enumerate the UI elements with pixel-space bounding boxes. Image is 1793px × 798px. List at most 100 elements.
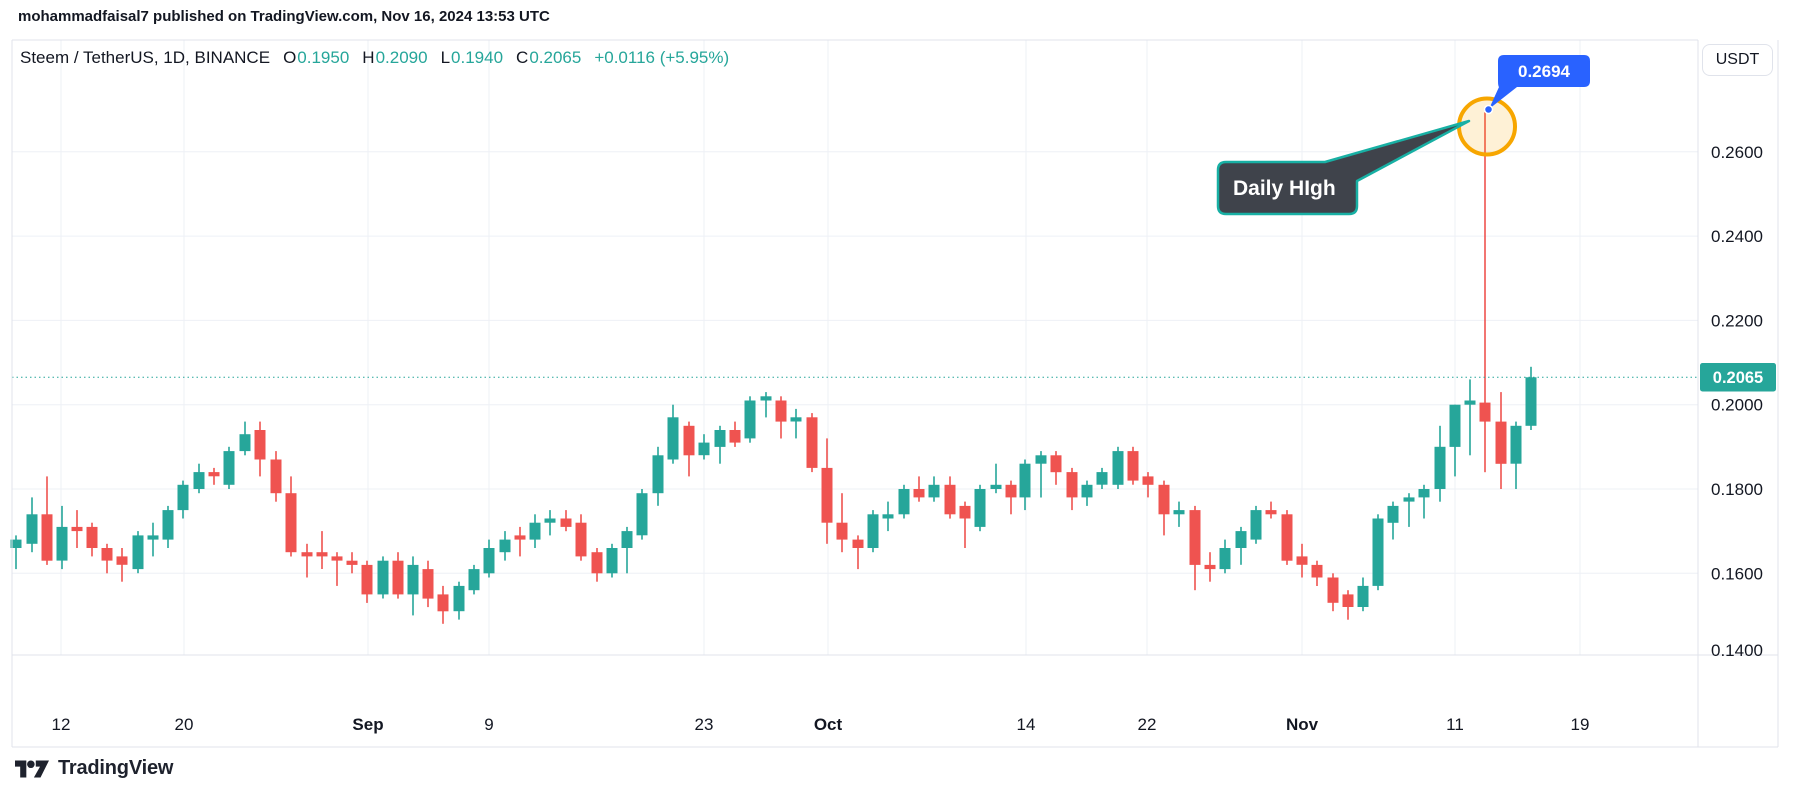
candle-body <box>499 539 511 553</box>
candle-wick <box>795 408 797 439</box>
price-tick-label: 0.2400 <box>1711 227 1763 246</box>
candle-body <box>101 548 113 561</box>
candle <box>162 505 174 548</box>
candle-wick <box>1010 480 1012 515</box>
candle-body <box>806 417 818 468</box>
candle-body <box>285 493 297 553</box>
candle-body <box>821 467 833 523</box>
candle-body <box>636 493 648 536</box>
candle <box>790 408 802 439</box>
time-axis[interactable]: 12 20 Sep 9 23 Oct 14 22 Nov 11 19 <box>52 715 1590 734</box>
candle <box>1357 577 1369 612</box>
candle-body <box>208 472 220 477</box>
candle-body <box>71 526 83 532</box>
candle <box>10 535 22 570</box>
candle-body <box>1127 451 1139 481</box>
candle-body <box>1357 585 1369 607</box>
candle <box>346 552 358 574</box>
candle <box>285 476 297 557</box>
candle <box>1495 392 1507 489</box>
candle <box>1296 543 1308 578</box>
grid-layer <box>12 40 1698 655</box>
candle-body <box>483 548 495 574</box>
candle <box>913 476 925 502</box>
callout-bubble-shape <box>1489 55 1590 109</box>
candle <box>1464 379 1476 456</box>
candle-body <box>1158 484 1170 515</box>
candle <box>71 510 83 548</box>
candle <box>422 560 434 608</box>
candle-body <box>1434 446 1446 489</box>
candle-body <box>683 425 695 456</box>
candle-body <box>392 560 404 595</box>
candle-body <box>361 564 373 595</box>
candle <box>560 510 572 532</box>
time-tick-label: 14 <box>1017 715 1036 734</box>
candle-body <box>928 484 940 498</box>
candle <box>1019 459 1031 511</box>
candle-wick <box>549 510 551 536</box>
time-tick-label: Sep <box>352 715 383 734</box>
callout-anchor-dot <box>1483 104 1494 115</box>
candle-wick <box>15 535 17 570</box>
time-tick-label: 20 <box>175 715 194 734</box>
candle-body <box>1019 463 1031 498</box>
daily-high-callout[interactable]: Daily HIgh <box>1216 119 1471 216</box>
high-price-callout[interactable]: 0.2694 <box>1483 55 1591 115</box>
candle-body <box>223 451 235 485</box>
candle <box>974 484 986 532</box>
candle-body <box>468 569 480 591</box>
candle-body <box>1096 472 1108 485</box>
tradingview-brand-link[interactable]: TradingView <box>15 757 173 780</box>
candle <box>652 446 664 506</box>
candle <box>193 463 205 494</box>
candle-body <box>1142 476 1154 485</box>
candle <box>591 548 603 582</box>
candle-body <box>529 522 541 540</box>
candle <box>316 531 328 569</box>
candle-body <box>744 400 756 439</box>
price-axis[interactable]: 0.2600 0.2400 0.2200 0.2000 0.1800 0.1600 0.14… <box>1711 143 1763 660</box>
candle <box>990 463 1002 494</box>
candle-body <box>1066 472 1078 498</box>
candle <box>683 421 695 477</box>
candle <box>1449 404 1461 477</box>
time-tick-label: 12 <box>52 715 71 734</box>
candle <box>1158 480 1170 536</box>
candle-body <box>1081 484 1093 498</box>
candle-body <box>1204 564 1216 570</box>
candle <box>944 476 956 519</box>
candle <box>744 396 756 443</box>
candle <box>132 531 144 574</box>
candle-body <box>729 430 741 443</box>
candle <box>1219 539 1231 574</box>
candle-body <box>1189 510 1201 565</box>
candle-body <box>1112 451 1124 485</box>
candle <box>806 413 818 473</box>
candle-body <box>1495 421 1507 464</box>
chart-legend[interactable]: Steem / TetherUS, 1D, BINANCE O 0.1950 H… <box>20 48 729 68</box>
candle-body <box>1525 377 1537 426</box>
candle-body <box>606 548 618 574</box>
candle <box>361 560 373 603</box>
candle-body <box>1510 425 1522 464</box>
candle <box>116 548 128 582</box>
candle <box>392 552 404 599</box>
candle <box>1418 484 1430 519</box>
current-price-badge: 0.2065 <box>1700 363 1776 392</box>
candle <box>898 484 910 519</box>
candle <box>377 556 389 599</box>
candle <box>729 421 741 447</box>
candle-body <box>913 489 925 498</box>
candle <box>1189 505 1201 591</box>
candle <box>621 526 633 574</box>
candle-wick <box>1270 501 1272 519</box>
time-tick-label: 22 <box>1138 715 1157 734</box>
currency-unit-button[interactable]: USDT <box>1702 44 1773 76</box>
candle-wick <box>626 526 628 574</box>
candle-body <box>698 442 710 456</box>
candle-body <box>714 430 726 447</box>
candle-body <box>1418 489 1430 498</box>
